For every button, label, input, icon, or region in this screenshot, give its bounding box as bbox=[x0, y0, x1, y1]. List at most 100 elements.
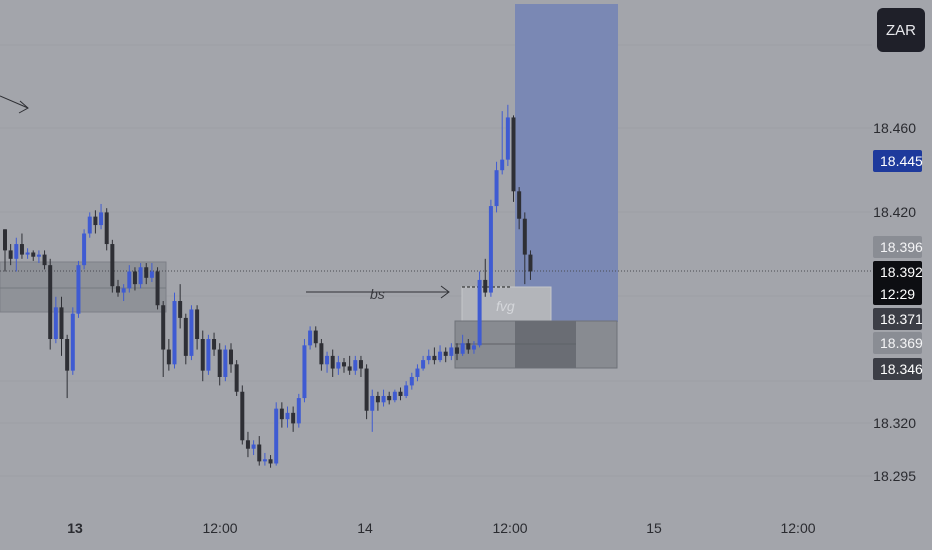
trend-arrow-line bbox=[0, 95, 29, 109]
candle-body bbox=[268, 459, 273, 464]
candle-body bbox=[426, 355, 431, 361]
time-tick-12-00-c: 12:00 bbox=[780, 520, 816, 536]
candle-body bbox=[149, 271, 154, 278]
time-tick-14: 14 bbox=[357, 520, 373, 536]
take-profit-price-badge: 18.445 bbox=[873, 150, 923, 172]
candle-body bbox=[245, 440, 250, 449]
candle-body bbox=[500, 159, 505, 171]
candle-body bbox=[522, 218, 527, 255]
time-tick-15: 15 bbox=[646, 520, 662, 536]
candle-body bbox=[234, 364, 239, 392]
candle-body bbox=[313, 330, 318, 344]
candle-body bbox=[104, 212, 109, 245]
candle-body bbox=[195, 309, 200, 339]
candle-body bbox=[183, 317, 188, 356]
candle-body bbox=[257, 444, 262, 462]
candle-body bbox=[387, 395, 392, 401]
candle-body bbox=[494, 170, 499, 207]
candle-body bbox=[229, 349, 233, 365]
candle-body bbox=[415, 368, 420, 377]
candle-body bbox=[200, 339, 205, 371]
candle-body bbox=[76, 265, 81, 314]
candle-body bbox=[8, 250, 13, 259]
candle-body bbox=[251, 444, 256, 449]
candle-body bbox=[460, 343, 465, 354]
stop-loss-price-badge: 18.346 bbox=[873, 358, 923, 380]
candle-body bbox=[285, 412, 290, 420]
candle-body bbox=[82, 233, 87, 266]
candle-body bbox=[59, 307, 64, 339]
grid bbox=[0, 44, 872, 477]
candle-body bbox=[53, 307, 58, 339]
candle-body bbox=[161, 305, 166, 350]
candle-body bbox=[70, 313, 75, 371]
candle-body bbox=[291, 412, 296, 424]
candle-body bbox=[347, 366, 352, 371]
candle-body bbox=[319, 343, 324, 365]
candle-body bbox=[274, 408, 279, 464]
candle-body bbox=[127, 271, 132, 289]
candle-body bbox=[302, 345, 307, 399]
candle-body bbox=[262, 459, 267, 462]
currency-button[interactable]: ZAR bbox=[877, 8, 925, 52]
entry-price-badge: 18.371 bbox=[873, 308, 923, 330]
candle-body bbox=[110, 244, 115, 287]
candle-body bbox=[3, 229, 7, 251]
high-price-badge: 18.396 bbox=[873, 236, 923, 258]
candles bbox=[3, 104, 533, 468]
candle-body bbox=[212, 339, 217, 350]
candle-body bbox=[36, 254, 41, 257]
candle-body bbox=[42, 254, 47, 266]
bs-arrow-head bbox=[440, 285, 450, 299]
candle-body bbox=[477, 279, 482, 346]
candle-body bbox=[358, 360, 363, 369]
candle-body bbox=[438, 351, 443, 361]
candle-body bbox=[31, 252, 36, 257]
candle-body bbox=[353, 360, 358, 371]
candle-body bbox=[223, 349, 228, 377]
candle-body bbox=[511, 117, 516, 192]
price-tick-18-320: 18.320 bbox=[873, 415, 916, 431]
candle-body bbox=[172, 301, 177, 365]
candle-body bbox=[279, 408, 284, 420]
candle-body bbox=[455, 347, 459, 354]
candle-body bbox=[443, 351, 448, 356]
candle-body bbox=[116, 286, 120, 293]
candle-body bbox=[138, 267, 143, 285]
candle-body bbox=[466, 343, 471, 350]
candle-body bbox=[93, 216, 98, 226]
candle-body bbox=[409, 376, 414, 386]
candle-body bbox=[189, 309, 194, 356]
trend-arrow-head bbox=[18, 100, 29, 114]
candle-body bbox=[48, 265, 53, 339]
candle-body bbox=[325, 355, 330, 365]
candle-body bbox=[432, 355, 437, 361]
candle-body bbox=[99, 212, 104, 226]
candle-body bbox=[505, 117, 510, 160]
price-tick-18-460: 18.460 bbox=[873, 120, 916, 136]
candle-body bbox=[364, 368, 369, 411]
countdown-badge: 12:29 bbox=[873, 283, 922, 305]
candle-body bbox=[404, 385, 409, 396]
time-tick-12-00-b: 12:00 bbox=[492, 520, 528, 536]
candle-body bbox=[308, 330, 313, 346]
candle-body bbox=[25, 252, 30, 255]
candle-body bbox=[87, 216, 92, 234]
candle-body bbox=[121, 288, 126, 293]
candle-body bbox=[421, 360, 426, 369]
candle-body bbox=[528, 254, 533, 272]
zone-price-badge: 18.369 bbox=[873, 332, 923, 354]
candle-body bbox=[483, 279, 488, 293]
candle-body bbox=[240, 391, 245, 441]
candle-body bbox=[517, 191, 522, 219]
candle-body bbox=[155, 271, 160, 306]
candle-body bbox=[178, 301, 183, 318]
candle-body bbox=[342, 362, 346, 367]
candle-body bbox=[132, 271, 137, 285]
candle-body bbox=[381, 395, 386, 403]
candle-body bbox=[65, 339, 70, 371]
price-tick-18-420: 18.420 bbox=[873, 204, 916, 220]
time-tick-12-00-a: 12:00 bbox=[202, 520, 238, 536]
